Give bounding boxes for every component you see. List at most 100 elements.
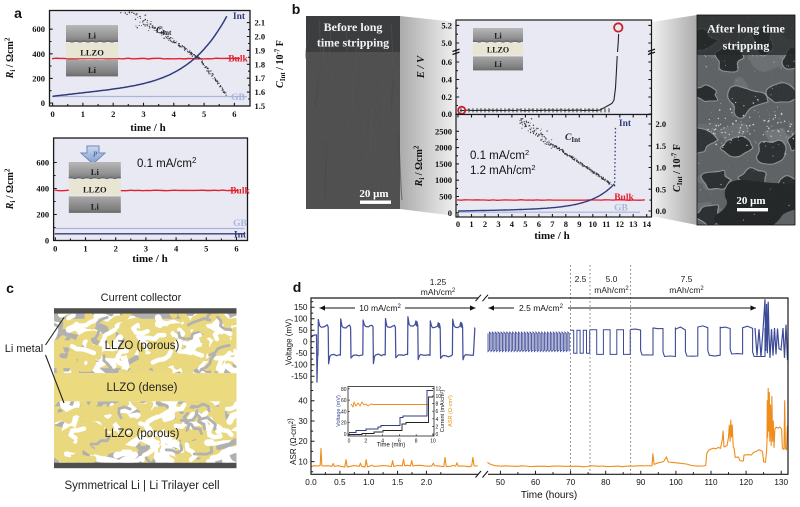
svg-text:After long time: After long time: [707, 22, 785, 36]
svg-text:400: 400: [36, 184, 49, 194]
svg-text:Ri / Ωcm2: Ri / Ωcm2: [4, 37, 18, 79]
svg-text:1.6: 1.6: [255, 87, 266, 97]
svg-text:1500: 1500: [435, 159, 452, 169]
svg-text:20: 20: [298, 437, 308, 446]
svg-text:E / V: E / V: [416, 55, 427, 79]
svg-text:4: 4: [174, 244, 179, 254]
svg-text:Ri / Ωcm2: Ri / Ωcm2: [413, 145, 427, 187]
svg-text:Li metal: Li metal: [5, 343, 44, 355]
svg-text:0: 0: [303, 338, 308, 347]
svg-text:1: 1: [469, 219, 473, 229]
svg-text:7: 7: [550, 219, 555, 229]
svg-text:100: 100: [294, 315, 308, 324]
svg-text:LLZO: LLZO: [83, 185, 107, 195]
svg-text:12: 12: [436, 386, 442, 392]
svg-text:1.9: 1.9: [255, 45, 266, 55]
svg-text:mAh/cm2: mAh/cm2: [594, 285, 629, 295]
svg-text:1.7: 1.7: [255, 73, 266, 83]
svg-text:4: 4: [172, 109, 177, 119]
svg-text:6: 6: [398, 439, 401, 445]
svg-text:0: 0: [344, 432, 347, 438]
svg-text:Time (min): Time (min): [377, 443, 405, 449]
svg-text:1.8: 1.8: [255, 59, 266, 69]
svg-text:2: 2: [111, 109, 115, 119]
svg-text:5: 5: [204, 244, 208, 254]
svg-text:5.0: 5.0: [441, 38, 452, 48]
svg-text:2500: 2500: [435, 126, 452, 136]
svg-text:110: 110: [704, 478, 717, 487]
svg-text:10: 10: [436, 394, 442, 400]
svg-text:2.5 mA/cm2: 2.5 mA/cm2: [519, 303, 564, 313]
svg-text:0: 0: [53, 244, 57, 254]
svg-text:0.0: 0.0: [305, 478, 317, 487]
svg-text:-100: -100: [291, 361, 308, 370]
svg-text:10 mA/cm2: 10 mA/cm2: [359, 303, 401, 313]
svg-text:1.5: 1.5: [392, 478, 404, 487]
svg-text:stripping: stripping: [723, 39, 770, 53]
svg-text:Current (mA/cm²): Current (mA/cm²): [440, 390, 446, 433]
svg-text:GB: GB: [233, 219, 247, 229]
svg-text:2.5: 2.5: [575, 274, 587, 284]
svg-text:0.0: 0.0: [656, 206, 667, 216]
svg-text:p: p: [93, 148, 98, 157]
svg-text:3: 3: [496, 219, 500, 229]
svg-text:GB: GB: [614, 204, 628, 214]
svg-text:0.1 mA/cm2: 0.1 mA/cm2: [137, 156, 197, 170]
svg-text:Li: Li: [494, 32, 502, 41]
svg-text:60: 60: [341, 398, 347, 404]
svg-text:6: 6: [436, 409, 439, 415]
svg-text:ASR (Ω-cm2): ASR (Ω-cm2): [286, 418, 298, 465]
svg-text:13: 13: [629, 219, 638, 229]
svg-text:LLZO (porous): LLZO (porous): [105, 428, 180, 440]
svg-text:3: 3: [141, 109, 145, 119]
svg-text:1.5: 1.5: [255, 101, 266, 111]
svg-text:200: 200: [36, 210, 49, 220]
svg-text:Li: Li: [88, 31, 97, 41]
svg-text:8: 8: [415, 439, 418, 445]
svg-text:Ri / Ωcm2: Ri / Ωcm2: [4, 168, 18, 210]
svg-text:Bulk: Bulk: [230, 187, 250, 197]
svg-text:d: d: [293, 279, 302, 295]
svg-text:80: 80: [341, 387, 347, 393]
svg-text:90: 90: [636, 478, 646, 487]
svg-text:-150: -150: [291, 372, 308, 381]
svg-text:6: 6: [232, 109, 236, 119]
svg-text:0: 0: [50, 109, 54, 119]
svg-text:CInt / 10-7 F: CInt / 10-7 F: [274, 40, 288, 88]
svg-text:30: 30: [298, 417, 308, 426]
svg-text:mAh/cm2: mAh/cm2: [669, 285, 704, 295]
svg-text:time / h: time / h: [130, 122, 165, 134]
svg-text:Li: Li: [88, 65, 97, 75]
svg-text:0: 0: [41, 98, 45, 108]
svg-text:0: 0: [448, 208, 452, 218]
svg-text:4: 4: [436, 417, 439, 423]
svg-text:600: 600: [36, 158, 49, 168]
svg-text:600: 600: [32, 24, 45, 34]
svg-text:Li: Li: [494, 60, 502, 69]
svg-text:0.5: 0.5: [656, 184, 667, 194]
svg-text:11: 11: [602, 219, 610, 229]
svg-text:Int: Int: [233, 12, 246, 22]
svg-text:5.2: 5.2: [441, 20, 452, 30]
svg-text:Bulk: Bulk: [614, 193, 634, 203]
svg-text:8: 8: [564, 219, 568, 229]
svg-text:1000: 1000: [435, 175, 452, 185]
svg-text:0: 0: [436, 432, 439, 438]
svg-text:50: 50: [496, 478, 506, 487]
svg-text:1.0: 1.0: [363, 478, 375, 487]
svg-text:2: 2: [114, 244, 118, 254]
svg-text:1.25: 1.25: [430, 277, 447, 287]
svg-text:Bulk: Bulk: [228, 55, 248, 65]
svg-text:Li: Li: [91, 167, 100, 177]
svg-text:1: 1: [81, 109, 85, 119]
svg-text:2.0: 2.0: [421, 478, 433, 487]
svg-text:80: 80: [601, 478, 611, 487]
svg-text:0.1 mA/cm2: 0.1 mA/cm2: [470, 148, 529, 162]
svg-text:2000: 2000: [435, 143, 452, 153]
svg-text:150: 150: [294, 303, 308, 312]
svg-text:Int: Int: [619, 119, 632, 129]
svg-text:5: 5: [202, 109, 206, 119]
svg-text:1.5: 1.5: [656, 141, 667, 151]
svg-text:9: 9: [577, 219, 581, 229]
svg-text:4: 4: [510, 219, 515, 229]
